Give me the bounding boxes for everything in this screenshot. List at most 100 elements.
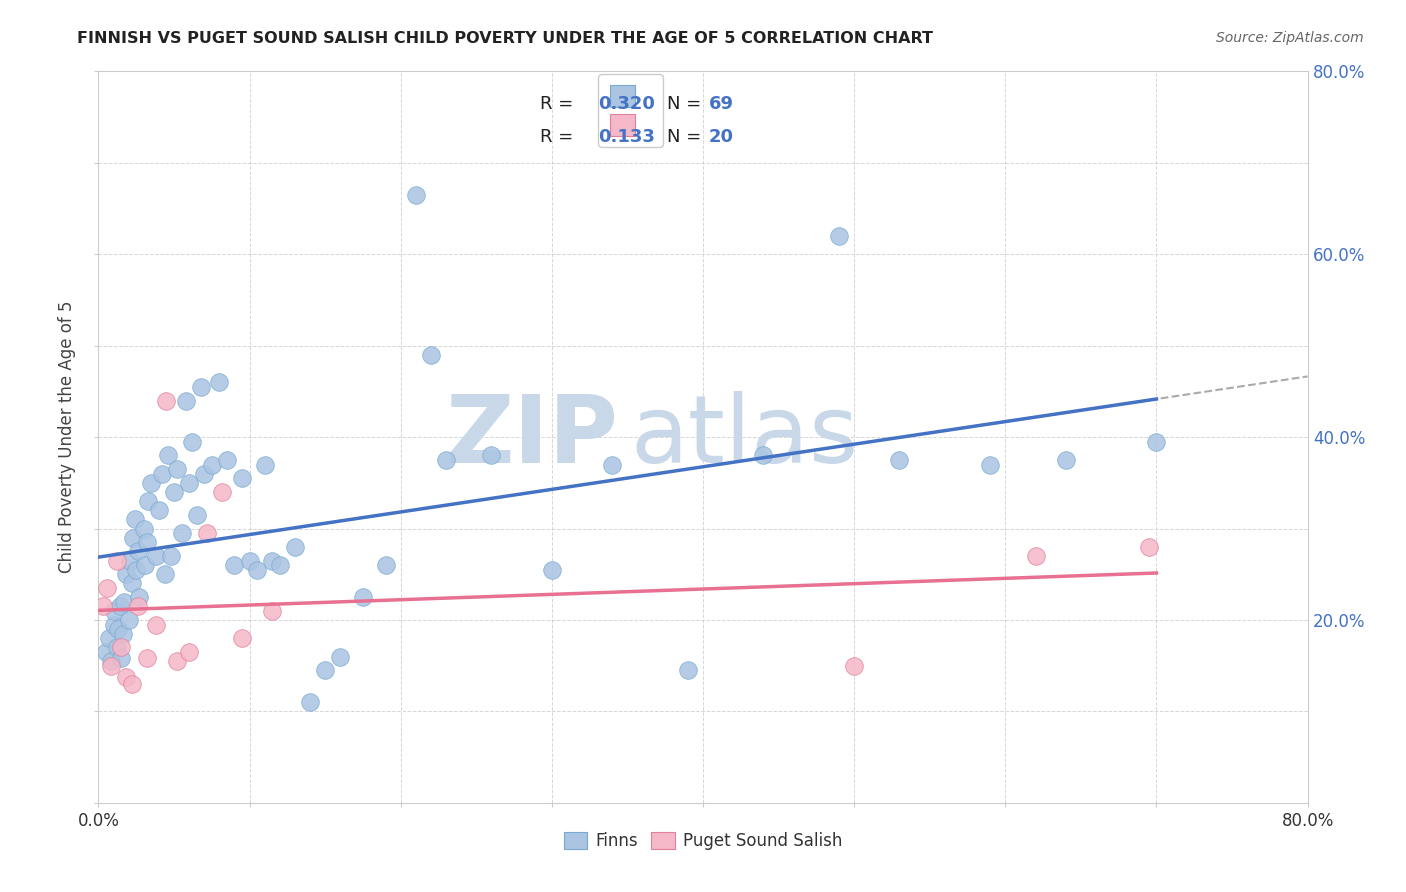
Point xyxy=(121,576,143,591)
Point xyxy=(114,670,136,684)
Legend: Finns, Puget Sound Salish: Finns, Puget Sound Salish xyxy=(557,825,849,856)
Point xyxy=(150,467,173,481)
Point xyxy=(752,448,775,462)
Point xyxy=(120,553,142,567)
Point xyxy=(224,558,246,573)
Point xyxy=(174,393,197,408)
Point xyxy=(314,663,336,677)
Point xyxy=(1024,549,1046,563)
Point xyxy=(979,458,1001,472)
Point xyxy=(181,434,204,449)
Point xyxy=(179,645,201,659)
Text: 20: 20 xyxy=(709,128,734,146)
Point xyxy=(160,549,183,563)
Point xyxy=(121,677,143,691)
Point xyxy=(141,475,163,490)
Point xyxy=(112,594,135,608)
Point xyxy=(201,458,224,472)
Point xyxy=(208,375,231,389)
Point xyxy=(134,558,156,573)
Text: 0.320: 0.320 xyxy=(598,95,655,113)
Text: R =: R = xyxy=(540,95,579,113)
Point xyxy=(125,563,148,577)
Point xyxy=(110,651,132,665)
Point xyxy=(352,590,374,604)
Y-axis label: Child Poverty Under the Age of 5: Child Poverty Under the Age of 5 xyxy=(58,301,76,574)
Point xyxy=(374,558,396,573)
Point xyxy=(540,563,562,577)
Point xyxy=(481,448,503,462)
Point xyxy=(100,654,122,668)
Point xyxy=(127,544,149,558)
Text: ZIP: ZIP xyxy=(446,391,619,483)
Point xyxy=(100,658,122,673)
Point xyxy=(1144,434,1167,449)
Point xyxy=(262,553,284,567)
Point xyxy=(253,458,276,472)
Point xyxy=(114,567,136,582)
Point xyxy=(103,604,125,618)
Point xyxy=(124,512,146,526)
Text: atlas: atlas xyxy=(630,391,859,483)
Point xyxy=(434,453,457,467)
Point xyxy=(211,485,233,500)
Text: 0.133: 0.133 xyxy=(598,128,655,146)
Point xyxy=(145,617,167,632)
Point xyxy=(239,553,262,567)
Text: R =: R = xyxy=(540,128,585,146)
Point xyxy=(179,475,201,490)
Point xyxy=(1137,540,1160,554)
Text: N =: N = xyxy=(666,128,707,146)
Point xyxy=(215,453,238,467)
Point xyxy=(602,458,624,472)
Point xyxy=(844,658,866,673)
Point xyxy=(108,599,131,614)
Point xyxy=(128,590,150,604)
Point xyxy=(420,348,443,362)
Point xyxy=(186,508,208,522)
Point xyxy=(111,626,134,640)
Point xyxy=(889,453,911,467)
Point xyxy=(262,604,284,618)
Point xyxy=(246,563,269,577)
Point xyxy=(136,494,159,508)
Point xyxy=(155,393,177,408)
Text: N =: N = xyxy=(666,95,707,113)
Point xyxy=(1054,453,1077,467)
Point xyxy=(94,645,117,659)
Point xyxy=(153,567,176,582)
Point xyxy=(118,613,141,627)
Point xyxy=(145,549,167,563)
Point xyxy=(132,521,155,535)
Point xyxy=(98,632,121,646)
Point xyxy=(148,503,170,517)
Point xyxy=(405,187,427,202)
Point xyxy=(231,471,253,485)
Point xyxy=(122,531,145,545)
Point xyxy=(284,540,307,554)
Point xyxy=(96,581,118,595)
Text: 69: 69 xyxy=(709,95,734,113)
Point xyxy=(193,467,215,481)
Text: FINNISH VS PUGET SOUND SALISH CHILD POVERTY UNDER THE AGE OF 5 CORRELATION CHART: FINNISH VS PUGET SOUND SALISH CHILD POVE… xyxy=(77,31,934,46)
Point xyxy=(135,651,157,665)
Point xyxy=(676,663,699,677)
Point xyxy=(103,617,125,632)
Point xyxy=(170,526,193,541)
Point xyxy=(135,535,157,549)
Point xyxy=(127,599,149,614)
Point xyxy=(105,640,128,655)
Point xyxy=(299,695,322,709)
Point xyxy=(163,485,186,500)
Point xyxy=(107,622,129,636)
Point xyxy=(105,553,128,567)
Point xyxy=(91,599,114,614)
Point xyxy=(269,558,291,573)
Point xyxy=(195,526,218,541)
Point xyxy=(190,380,212,394)
Point xyxy=(166,462,188,476)
Point xyxy=(156,448,179,462)
Text: Source: ZipAtlas.com: Source: ZipAtlas.com xyxy=(1216,31,1364,45)
Point xyxy=(166,654,188,668)
Point xyxy=(110,640,132,655)
